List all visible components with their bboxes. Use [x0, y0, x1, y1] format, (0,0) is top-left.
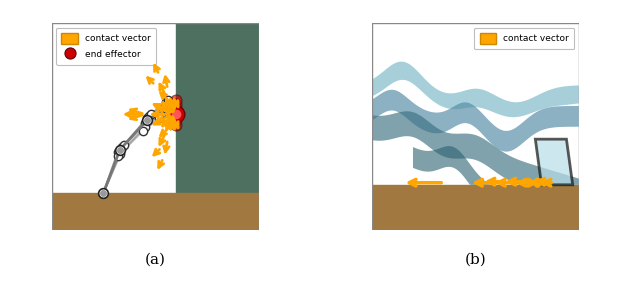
Legend: contact vector, end effector: contact vector, end effector [56, 28, 156, 65]
Polygon shape [371, 62, 579, 117]
Legend: contact vector: contact vector [474, 28, 574, 50]
Text: (a): (a) [145, 252, 166, 266]
Bar [52, 193, 259, 230]
Polygon shape [371, 90, 579, 151]
Bar [176, 23, 259, 193]
Polygon shape [535, 139, 573, 185]
Polygon shape [371, 111, 579, 185]
Text: (b): (b) [465, 252, 486, 266]
Bar [371, 185, 579, 230]
Polygon shape [413, 146, 579, 185]
